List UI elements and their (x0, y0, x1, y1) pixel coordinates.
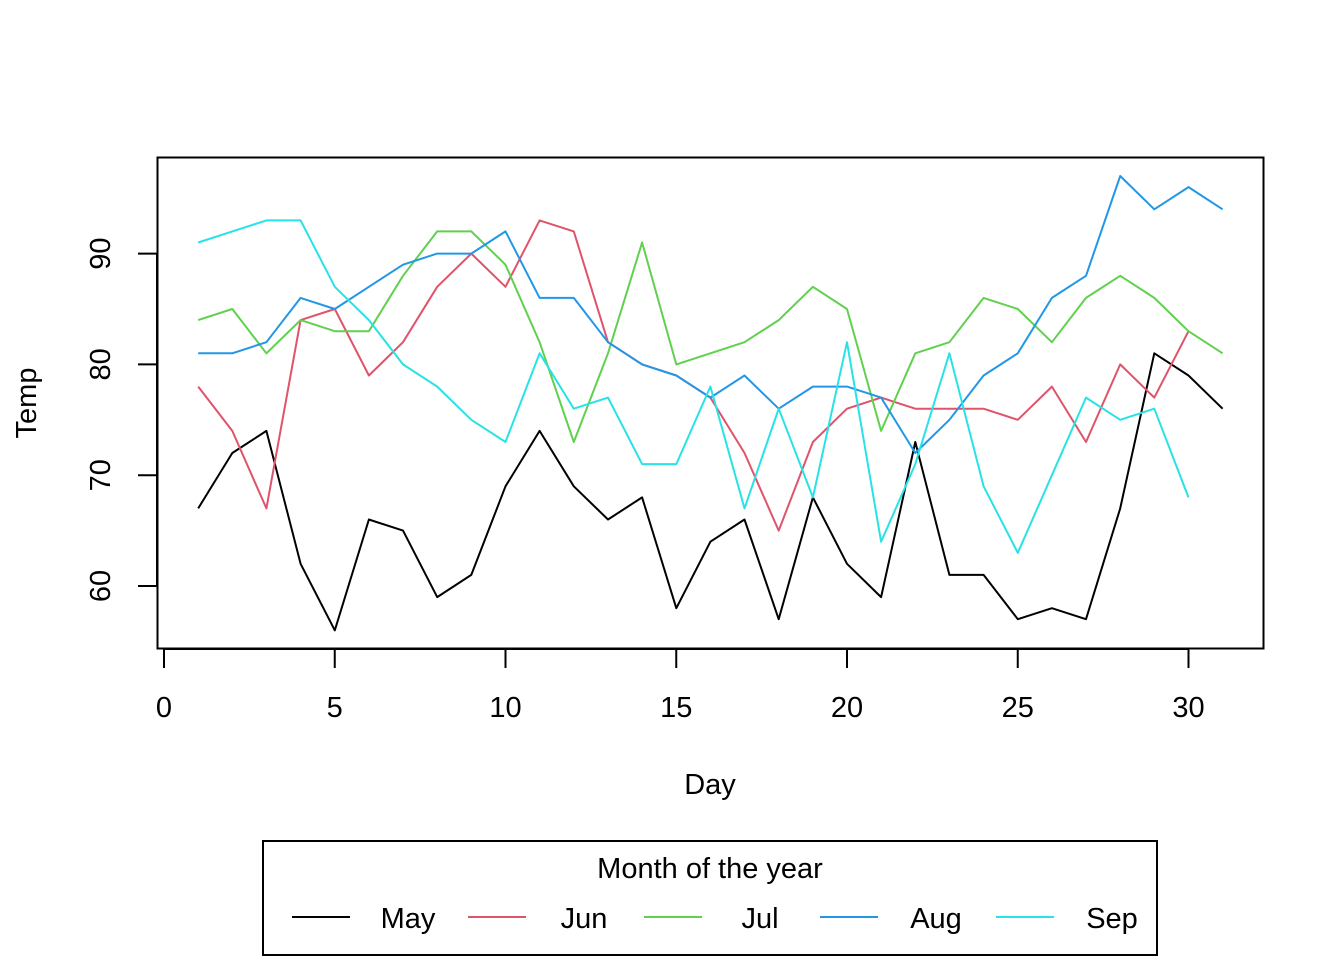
legend-label-may: May (381, 903, 436, 935)
y-axis: 60 70 80 90 (85, 237, 158, 602)
y-tick-label: 60 (85, 570, 117, 602)
x-tick-label: 5 (327, 692, 343, 724)
x-tick-label: 0 (156, 692, 172, 724)
x-tick-label: 20 (831, 692, 863, 724)
legend-label-jul: Jul (741, 903, 778, 935)
x-tick-label: 10 (489, 692, 521, 724)
legend-label-sep: Sep (1086, 903, 1138, 935)
series-line-jun (197, 219, 1190, 532)
x-axis-title: Day (684, 769, 736, 801)
series-line-may (197, 352, 1224, 632)
x-axis: 0 5 10 15 20 25 30 (156, 648, 1205, 724)
plot-frame (156, 156, 1265, 650)
series-layer (197, 175, 1224, 632)
x-tick-label: 30 (1172, 692, 1204, 724)
legend-label-jun: Jun (561, 903, 608, 935)
x-tick-label: 25 (1002, 692, 1034, 724)
legend-entries: May Jun Jul Aug Sep (292, 903, 1138, 935)
y-axis-title: Temp (11, 368, 43, 439)
legend-title: Month of the year (597, 853, 823, 885)
y-tick-label: 80 (85, 348, 117, 380)
legend-label-aug: Aug (910, 903, 962, 935)
y-tick-label: 70 (85, 459, 117, 491)
legend: Month of the year May Jun Jul Aug Sep (262, 840, 1158, 956)
legend-box (262, 840, 1158, 956)
series-line-sep (197, 219, 1190, 554)
series-line-jul (197, 230, 1224, 443)
y-tick-label: 90 (85, 237, 117, 269)
series-line-aug (198, 175, 1224, 454)
x-tick-label: 15 (660, 692, 692, 724)
